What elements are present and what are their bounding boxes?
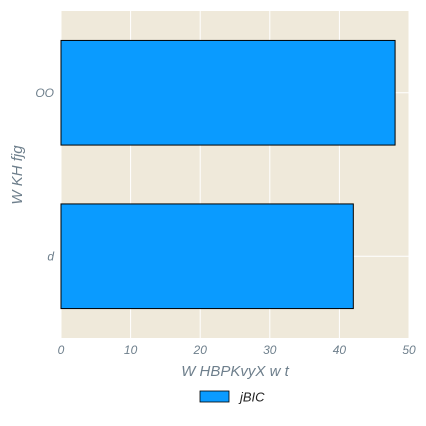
- legend-label: jBIC: [238, 390, 265, 405]
- x-tick-label: 40: [333, 343, 347, 357]
- bars: [60, 39, 396, 310]
- bar: [60, 203, 354, 310]
- x-tick-label: 10: [124, 343, 138, 357]
- x-tick-label: 30: [263, 343, 277, 357]
- x-tick-label: 50: [402, 343, 416, 357]
- x-tick-label: 0: [58, 343, 65, 357]
- y-tick-label: d: [47, 249, 54, 263]
- x-tick-labels: 0 10 20 30 40 50: [58, 343, 416, 357]
- x-tick-label: 20: [193, 343, 208, 357]
- bar: [60, 39, 396, 146]
- y-tick-labels: OO d: [35, 86, 54, 264]
- legend-swatch: [199, 390, 230, 403]
- legend: jBIC: [199, 390, 265, 405]
- y-tick-label: OO: [35, 86, 54, 100]
- x-axis-label: W HBPKvyX w t: [181, 363, 289, 380]
- y-axis-label: W KH fjg: [9, 145, 26, 205]
